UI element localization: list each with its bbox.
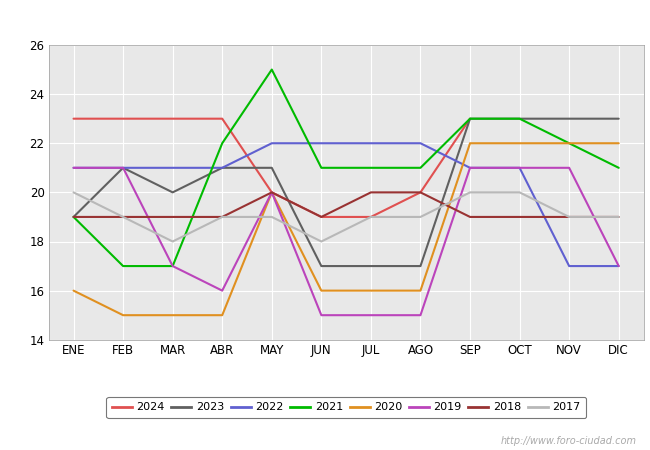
Text: Afiliados en Reyero a 30/9/2024: Afiliados en Reyero a 30/9/2024 (192, 11, 458, 29)
Legend: 2024, 2023, 2022, 2021, 2020, 2019, 2018, 2017: 2024, 2023, 2022, 2021, 2020, 2019, 2018… (107, 397, 586, 418)
Text: http://www.foro-ciudad.com: http://www.foro-ciudad.com (501, 436, 637, 446)
